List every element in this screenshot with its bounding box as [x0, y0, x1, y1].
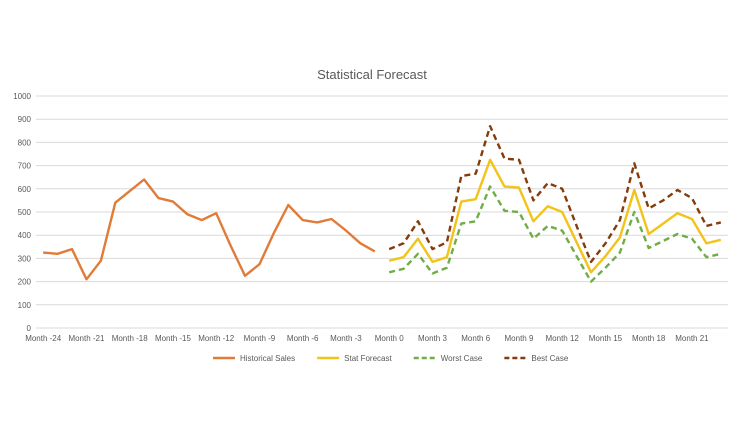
- x-tick-label: Month -6: [287, 334, 319, 343]
- y-tick-label: 600: [18, 185, 32, 194]
- legend-label: Stat Forecast: [344, 354, 392, 363]
- y-tick-label: 700: [18, 162, 32, 171]
- x-tick-label: Month 18: [632, 334, 666, 343]
- x-tick-label: Month 3: [418, 334, 447, 343]
- legend: Historical Sales Stat Forecast Worst Case B…: [213, 354, 569, 363]
- chart-title: Statistical Forecast: [317, 67, 427, 82]
- legend-label: Worst Case: [441, 354, 483, 363]
- legend-label: Historical Sales: [240, 354, 295, 363]
- x-tick-label: Month -18: [112, 334, 149, 343]
- x-tick-label: Month 0: [375, 334, 404, 343]
- y-tick-label: 1000: [13, 92, 31, 101]
- x-tick-label: Month -21: [68, 334, 105, 343]
- x-tick-label: Month -24: [25, 334, 62, 343]
- x-tick-label: Month -12: [198, 334, 235, 343]
- series-line-historical-sales: [43, 178, 376, 281]
- x-tick-label: Month 21: [675, 334, 709, 343]
- y-tick-label: 800: [18, 138, 32, 147]
- gridlines: [36, 95, 728, 329]
- y-tick-label: 200: [18, 278, 32, 287]
- y-tick-label: 100: [18, 301, 32, 310]
- series-lines: [43, 125, 722, 283]
- x-tick-label: Month -3: [330, 334, 362, 343]
- y-tick-label: 300: [18, 254, 32, 263]
- x-tick-label: Month 12: [546, 334, 580, 343]
- x-axis-tick-labels: Month -24 Month -21 Month -18 Month -15 Mont…: [25, 334, 709, 343]
- x-tick-label: Month 15: [589, 334, 623, 343]
- y-tick-label: 400: [18, 231, 32, 240]
- series-line-stat-forecast: [388, 158, 722, 274]
- series-line-best-case: [388, 125, 722, 264]
- x-tick-label: Month 6: [461, 334, 490, 343]
- x-tick-label: Month -15: [155, 334, 192, 343]
- y-tick-label: 900: [18, 115, 32, 124]
- x-tick-label: Month -9: [244, 334, 276, 343]
- y-tick-label: 500: [18, 208, 32, 217]
- legend-label: Best Case: [531, 354, 568, 363]
- y-tick-label: 0: [27, 324, 32, 333]
- x-tick-label: Month 9: [505, 334, 534, 343]
- y-axis-tick-labels: 0 100 200 300 400 500 600 700 800 900 1000: [13, 92, 31, 333]
- series-line-worst-case: [388, 185, 722, 283]
